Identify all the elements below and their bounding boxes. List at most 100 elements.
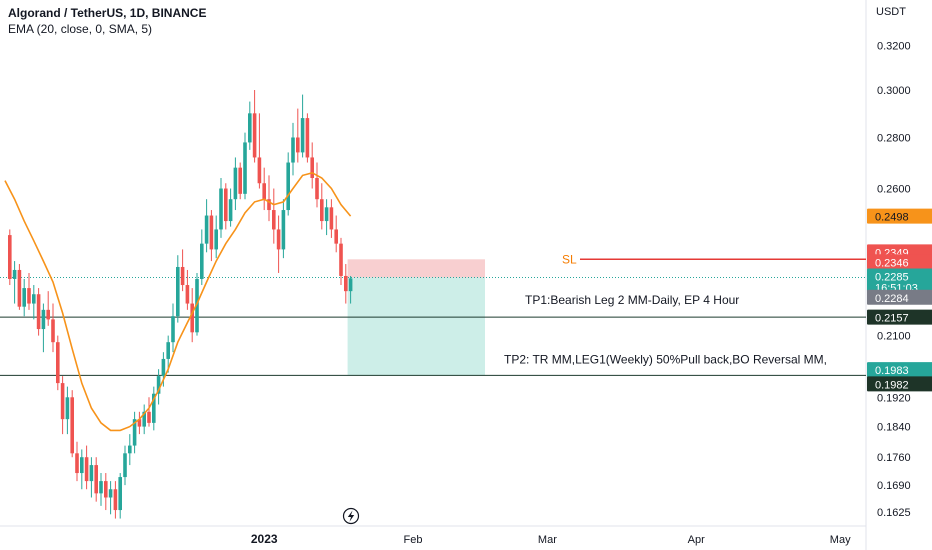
candle-body bbox=[60, 383, 65, 420]
tp1-value-tag-bg bbox=[867, 309, 932, 325]
candle-body bbox=[51, 319, 55, 343]
candle bbox=[80, 449, 84, 490]
candle bbox=[233, 157, 238, 211]
candle bbox=[171, 303, 175, 353]
candle bbox=[51, 303, 55, 353]
candle-body bbox=[8, 235, 12, 279]
candle bbox=[12, 261, 17, 304]
candle-body bbox=[315, 178, 319, 200]
candle-body bbox=[300, 118, 305, 153]
candle-body bbox=[89, 465, 94, 482]
stop-loss-zone bbox=[347, 259, 485, 278]
candle-body bbox=[276, 229, 281, 250]
ema-line bbox=[4, 171, 352, 432]
candle bbox=[75, 441, 79, 482]
candle-body bbox=[46, 309, 50, 320]
candle bbox=[84, 445, 89, 490]
candle-body bbox=[257, 157, 262, 184]
candle-body bbox=[238, 167, 242, 194]
candle bbox=[56, 335, 60, 391]
candle bbox=[8, 229, 12, 286]
candle-body bbox=[142, 411, 146, 427]
candle-body bbox=[27, 288, 31, 304]
candle-body bbox=[17, 269, 22, 307]
candle-body bbox=[84, 457, 89, 482]
candle-body bbox=[324, 207, 329, 222]
time-tick-label: Apr bbox=[688, 534, 705, 546]
candle bbox=[310, 142, 314, 189]
time-tick-label: Feb bbox=[404, 534, 423, 546]
price-tick-label: 0.1920 bbox=[877, 392, 911, 404]
candle-body bbox=[339, 243, 343, 276]
candle-body bbox=[104, 481, 108, 498]
ema-value-tag: 0.2498 bbox=[867, 208, 932, 224]
candle bbox=[166, 335, 170, 373]
candle-body bbox=[281, 210, 286, 250]
candle-body bbox=[320, 199, 324, 222]
tp1-value-tag: 0.2157 bbox=[867, 309, 932, 325]
candle-body bbox=[36, 294, 41, 330]
candle-body bbox=[224, 188, 228, 222]
candle-body bbox=[132, 419, 137, 446]
candle bbox=[267, 175, 271, 222]
candle bbox=[152, 386, 156, 431]
candle-body bbox=[252, 113, 257, 158]
target-value-tag-bg bbox=[867, 362, 932, 378]
candle bbox=[204, 199, 209, 253]
time-tick-label: 2023 bbox=[251, 532, 278, 546]
candle bbox=[65, 386, 70, 435]
candle bbox=[104, 473, 108, 511]
candle bbox=[224, 183, 228, 230]
candle-body bbox=[243, 142, 247, 194]
sl-value-tag-text: 0.2346 bbox=[875, 257, 909, 269]
candle bbox=[147, 397, 151, 427]
candle bbox=[344, 264, 348, 304]
candle-body bbox=[180, 266, 185, 286]
candle bbox=[248, 101, 252, 150]
candle-body bbox=[94, 465, 98, 494]
candle-body bbox=[108, 489, 113, 498]
candle bbox=[320, 183, 324, 230]
candle-body bbox=[123, 453, 127, 478]
candle-body bbox=[296, 137, 300, 153]
candle bbox=[185, 269, 190, 310]
candle bbox=[27, 272, 31, 310]
candle bbox=[315, 162, 319, 208]
candle-body bbox=[147, 411, 151, 423]
candle-body bbox=[12, 269, 17, 279]
last-price-tag-bg bbox=[867, 268, 932, 295]
candle bbox=[70, 390, 74, 458]
chart-title[interactable]: Algorand / TetherUS, 1D, BINANCE bbox=[8, 6, 207, 20]
indicator-legend[interactable]: EMA (20, close, 0, SMA, 5) bbox=[8, 22, 153, 36]
candle-body bbox=[209, 215, 214, 250]
candle-body bbox=[200, 243, 204, 279]
candle bbox=[123, 445, 127, 486]
candle bbox=[238, 162, 242, 200]
candle-body bbox=[166, 342, 170, 359]
entry-value-tag-bg bbox=[867, 289, 932, 305]
candle-body bbox=[195, 278, 199, 333]
candle-body bbox=[171, 316, 175, 343]
candle-body bbox=[190, 303, 194, 333]
lightning-icon-bolt bbox=[347, 510, 355, 522]
sl-label: SL bbox=[562, 252, 577, 266]
candle bbox=[156, 369, 161, 405]
lightning-icon bbox=[342, 507, 360, 525]
candle bbox=[118, 473, 122, 519]
tp1-label: TP1:Bearish Leg 2 MM-Daily, EP 4 Hour bbox=[525, 293, 739, 307]
candle-body bbox=[75, 453, 79, 474]
candle bbox=[219, 178, 223, 238]
candle-body bbox=[272, 210, 276, 230]
candle-body bbox=[41, 309, 46, 330]
candle-body bbox=[113, 489, 118, 511]
candle-body bbox=[22, 288, 26, 307]
candles-group bbox=[8, 89, 353, 519]
price-labels: 0.24980.23490.23460.228516:51:030.22840.… bbox=[867, 208, 932, 391]
price-tick-label: 0.1840 bbox=[877, 422, 911, 434]
candle-body bbox=[248, 113, 252, 143]
candle bbox=[243, 132, 247, 200]
candle bbox=[108, 481, 113, 515]
candle-body bbox=[156, 376, 161, 394]
price-tick-label: 0.1625 bbox=[877, 507, 911, 519]
